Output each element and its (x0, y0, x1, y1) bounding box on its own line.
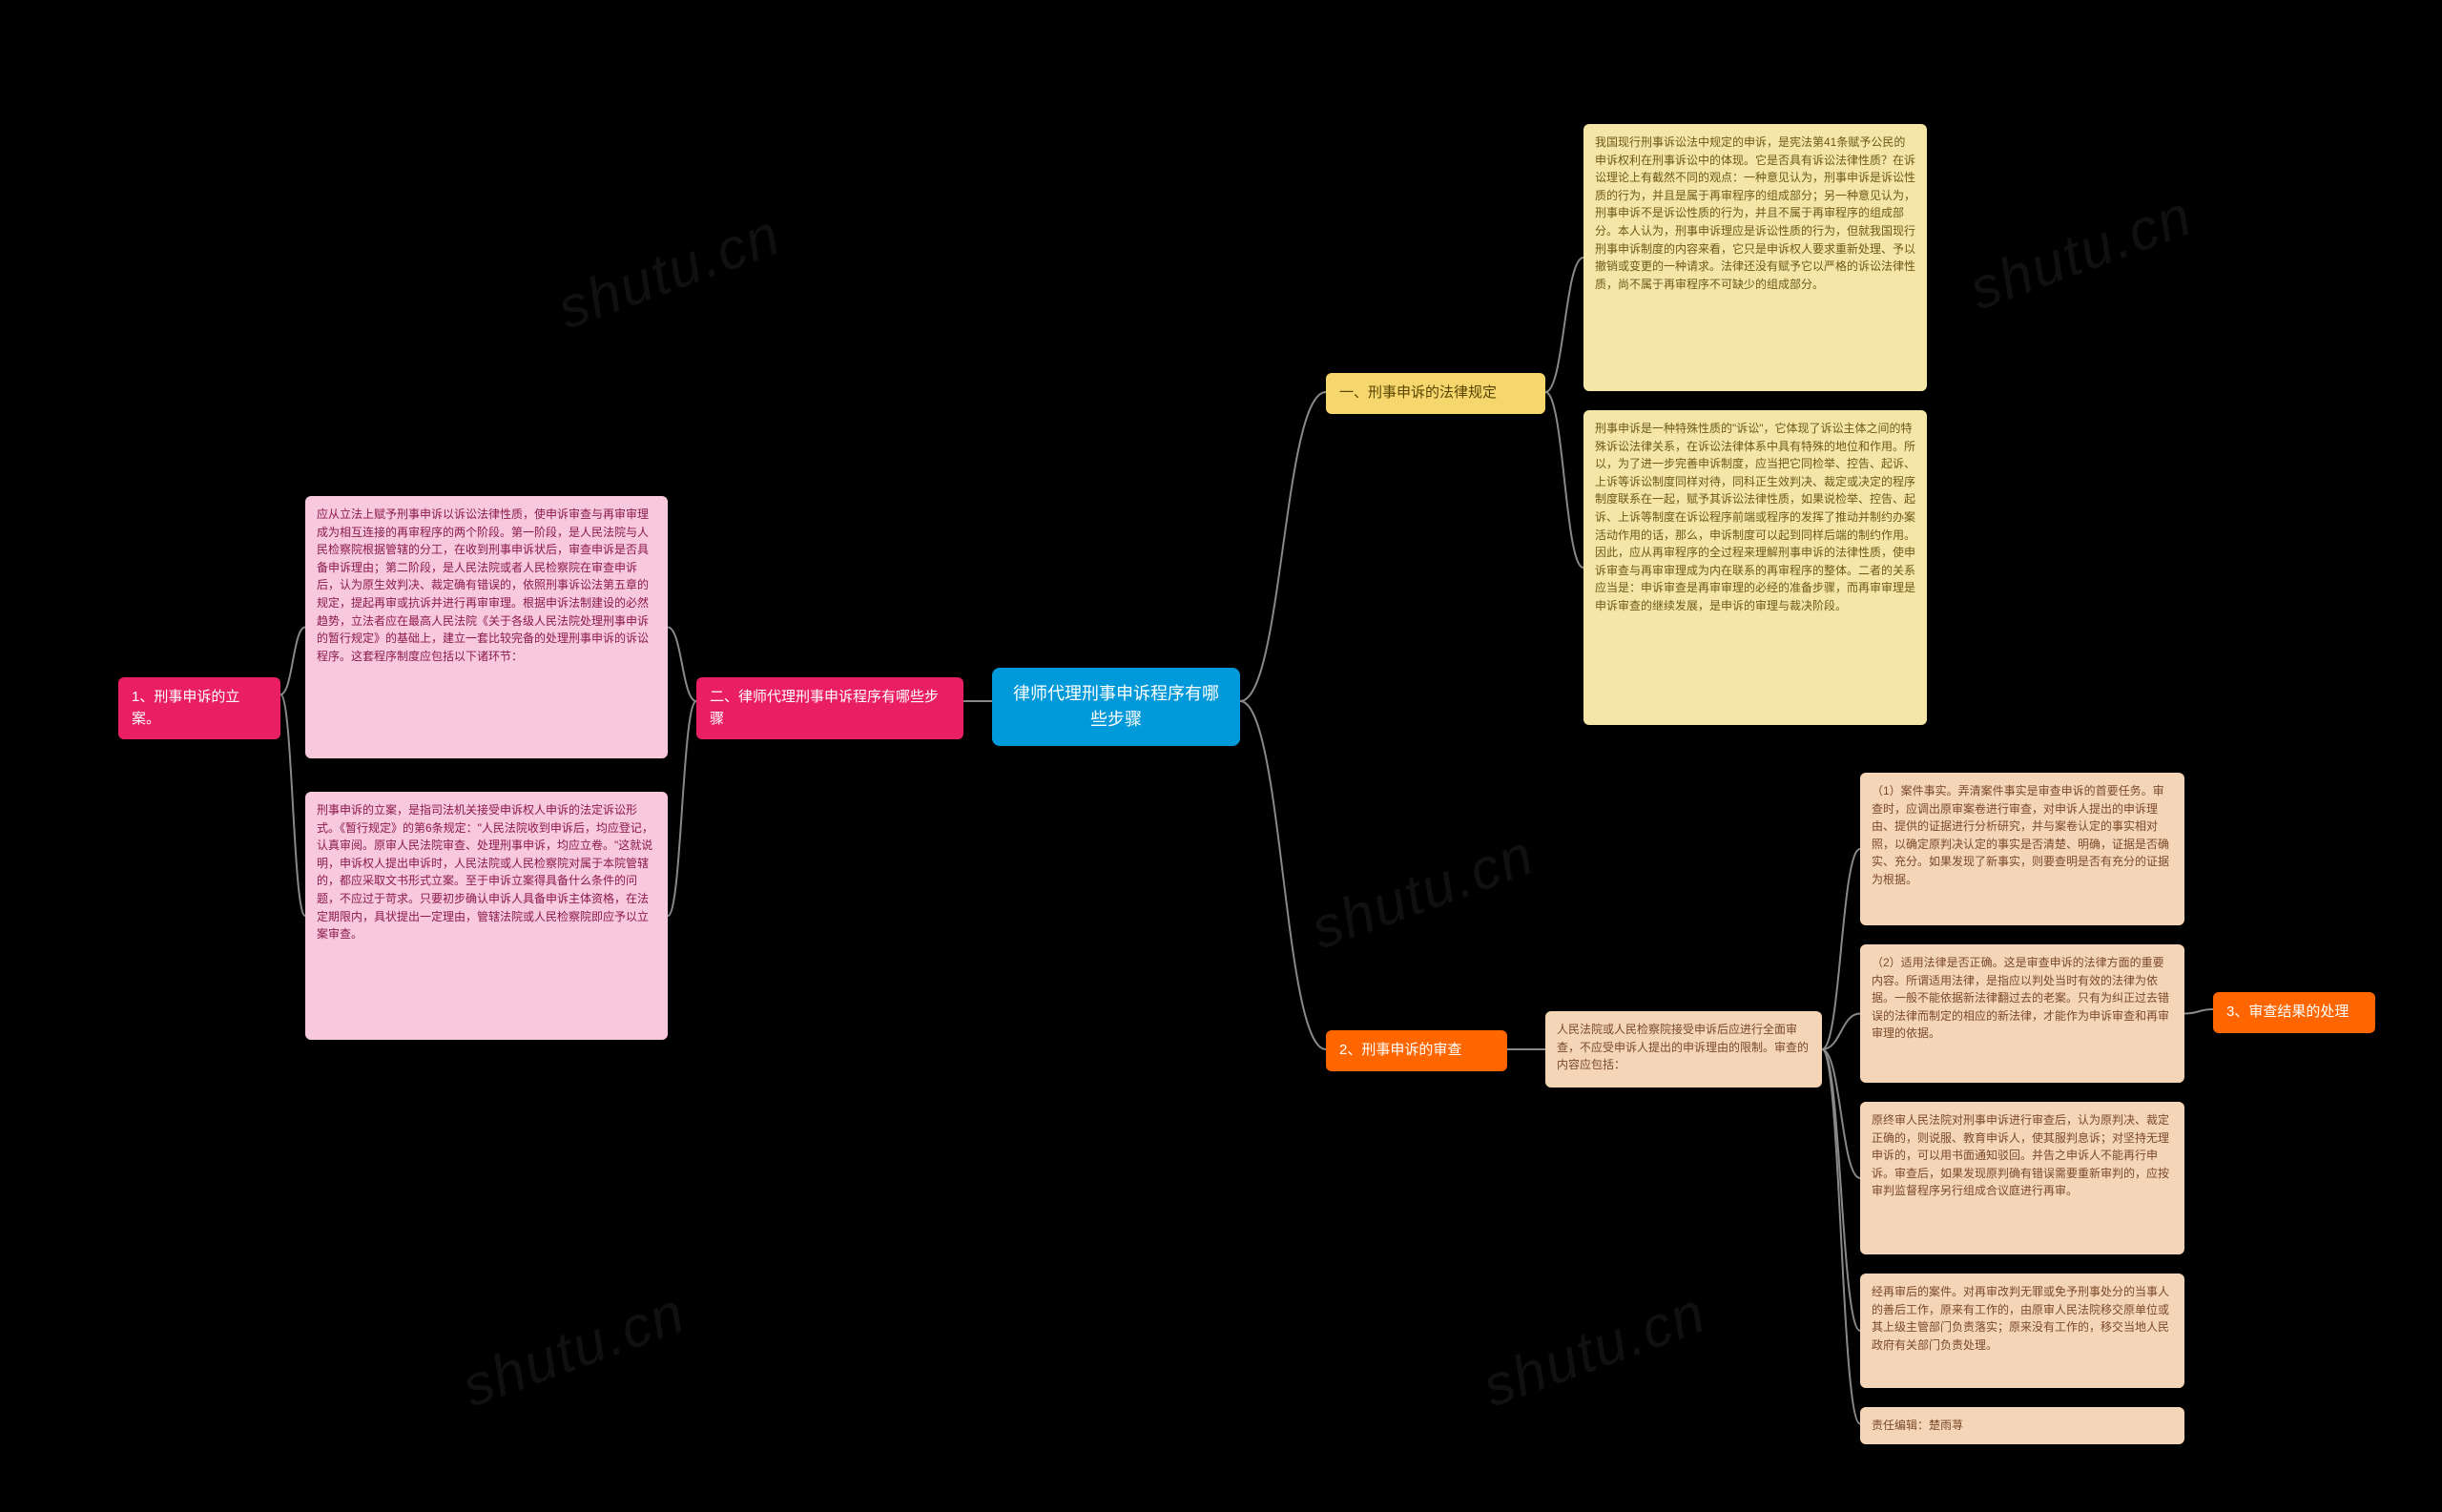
section2-title: 二、律师代理刑事申诉程序有哪些步骤 (696, 677, 963, 739)
watermark: shutu.cn (1475, 1279, 1715, 1420)
root-node: 律师代理刑事申诉程序有哪些步骤 (992, 668, 1240, 746)
watermark: shutu.cn (1961, 182, 2202, 323)
section1-leaf1: 我国现行刑事诉讼法中规定的申诉，是宪法第41条赋予公民的申诉权利在刑事诉讼中的体… (1583, 124, 1927, 391)
section3-leaf5: 责任编辑：楚雨荨 (1860, 1407, 2184, 1444)
section3-leaf3: 原终审人民法院对刑事申诉进行审查后，认为原判决、裁定正确的，则说服、教育申诉人，… (1860, 1102, 2184, 1254)
watermark: shutu.cn (549, 201, 790, 342)
section1-leaf2: 刑事申诉是一种特殊性质的"诉讼"，它体现了诉讼主体之间的特殊诉讼法律关系，在诉讼… (1583, 410, 1927, 725)
section1-title: 一、刑事申诉的法律规定 (1326, 373, 1545, 414)
section3-leaf2: （2）适用法律是否正确。这是审查申诉的法律方面的重要内容。所谓适用法律，是指应以… (1860, 944, 2184, 1083)
watermark: shutu.cn (454, 1279, 694, 1420)
watermark: shutu.cn (1303, 821, 1543, 963)
section3-sub3: 3、审查结果的处理 (2213, 992, 2375, 1033)
section2-leaf1: 应从立法上赋予刑事申诉以诉讼法律性质，使申诉审查与再审审理成为相互连接的再审程序… (305, 496, 668, 758)
section3-intro: 人民法院或人民检察院接受申诉后应进行全面审查，不应受申诉人提出的申诉理由的限制。… (1545, 1011, 1822, 1087)
section3-leaf4: 经再审后的案件。对再审改判无罪或免予刑事处分的当事人的善后工作，原来有工作的，由… (1860, 1274, 2184, 1388)
section3-leaf1: （1）案件事实。弄清案件事实是审查申诉的首要任务。审查时，应调出原审案卷进行审查… (1860, 773, 2184, 925)
section2-sub1: 1、刑事申诉的立案。 (118, 677, 280, 739)
section2-leaf2: 刑事申诉的立案，是指司法机关接受申诉权人申诉的法定诉讼形式。《暂行规定》的第6条… (305, 792, 668, 1040)
section3-title: 2、刑事申诉的审查 (1326, 1030, 1507, 1071)
